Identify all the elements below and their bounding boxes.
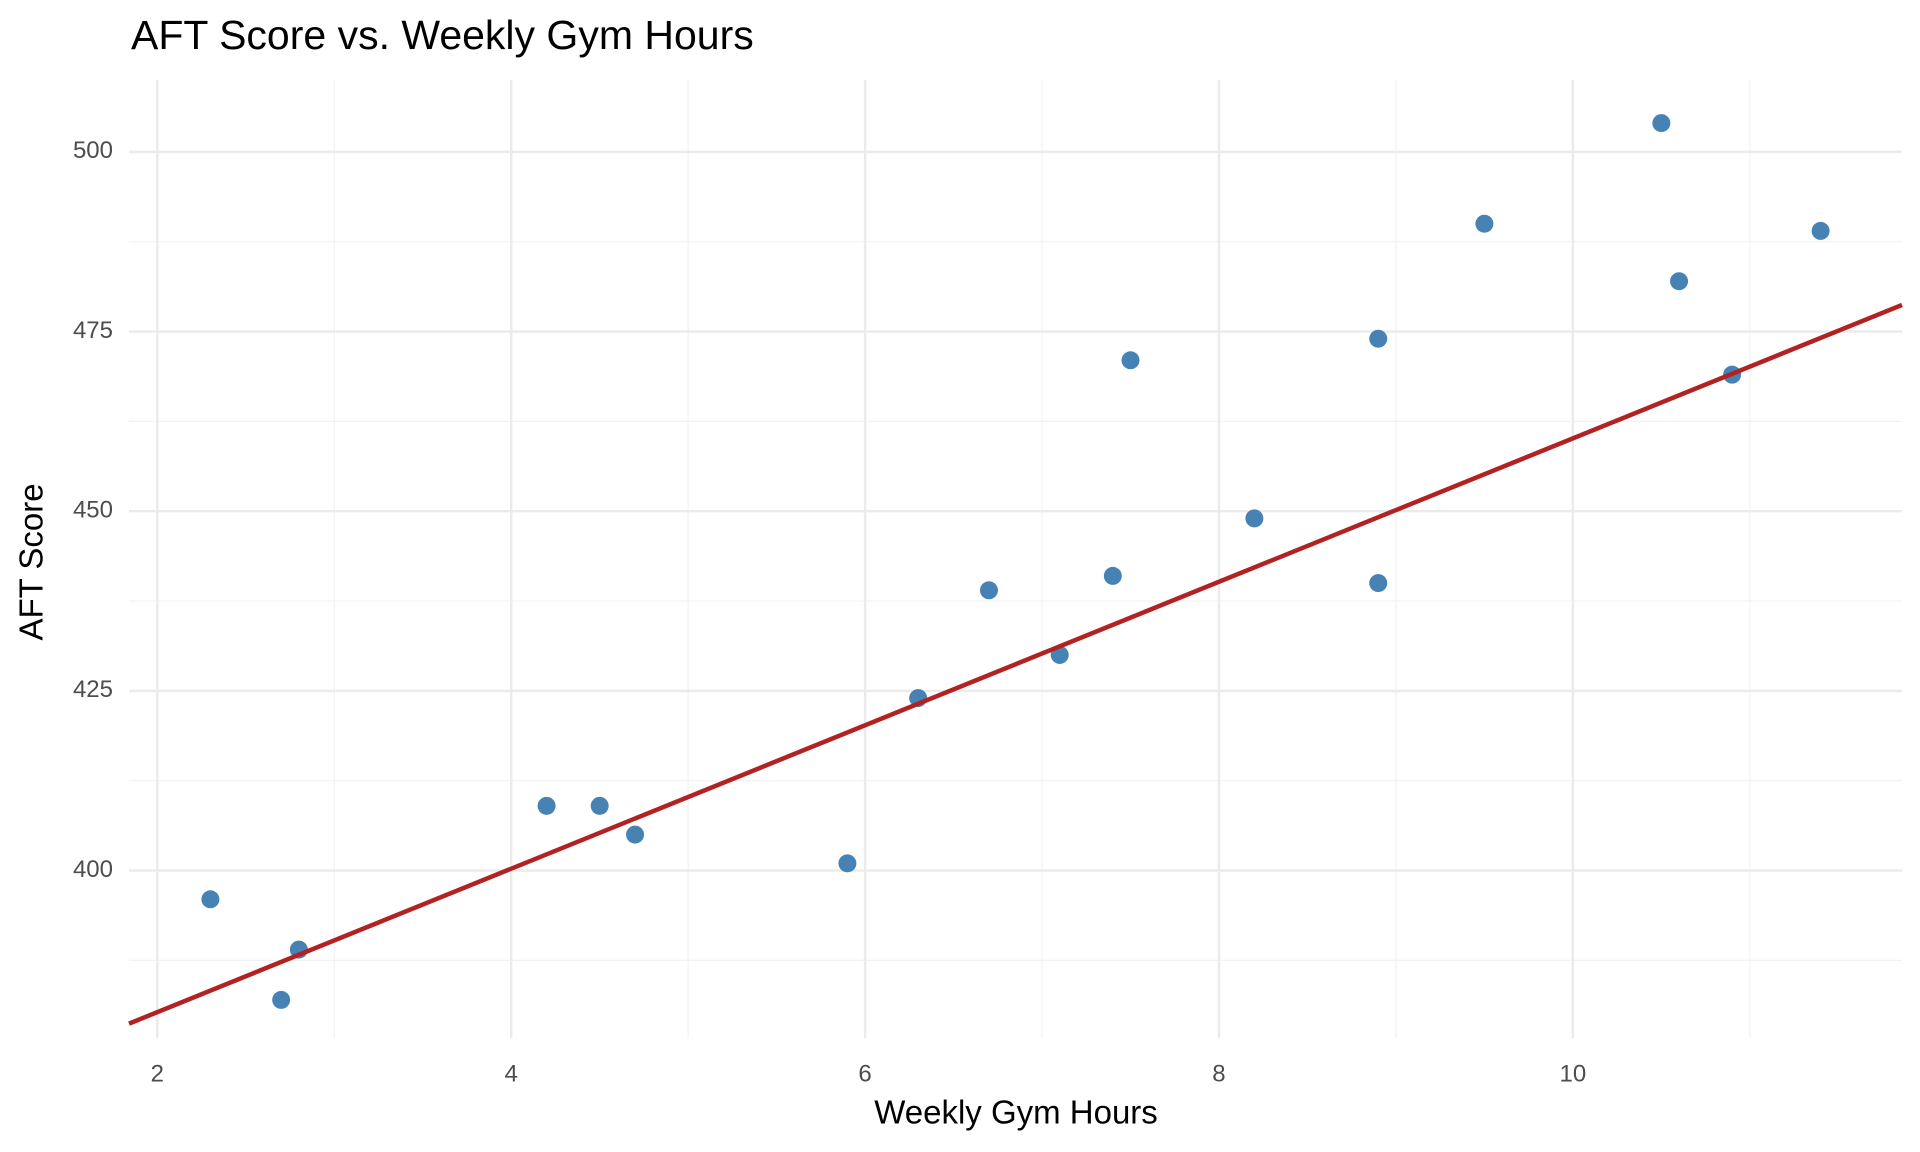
y-tick-label: 400 [73,856,113,883]
point [1369,574,1388,593]
point [1652,114,1671,133]
x-tick-label: 8 [1212,1060,1225,1087]
chart-title: AFT Score vs. Weekly Gym Hours [131,12,754,58]
point [1245,509,1264,528]
point [1670,272,1689,291]
y-tick-label: 450 [73,497,113,524]
point [1369,329,1388,348]
point [590,796,609,815]
point [626,825,645,844]
x-tick-label: 10 [1560,1060,1587,1087]
point [838,854,857,873]
point [1121,351,1140,370]
point [537,796,556,815]
y-tick-label: 475 [73,317,113,344]
point [1475,214,1494,233]
y-tick-label: 500 [73,137,113,164]
point [1103,566,1122,585]
x-tick-label: 2 [151,1060,164,1087]
trend-line [128,302,1903,1026]
x-axis-title: Weekly Gym Hours [874,1094,1158,1131]
point [979,581,998,600]
point [1811,221,1830,240]
point [272,990,291,1009]
point [201,890,220,909]
x-tick-label: 6 [858,1060,871,1087]
y-axis-title: AFT Score [13,483,50,640]
y-tick-label: 425 [73,676,113,703]
x-tick-label: 4 [505,1060,518,1087]
